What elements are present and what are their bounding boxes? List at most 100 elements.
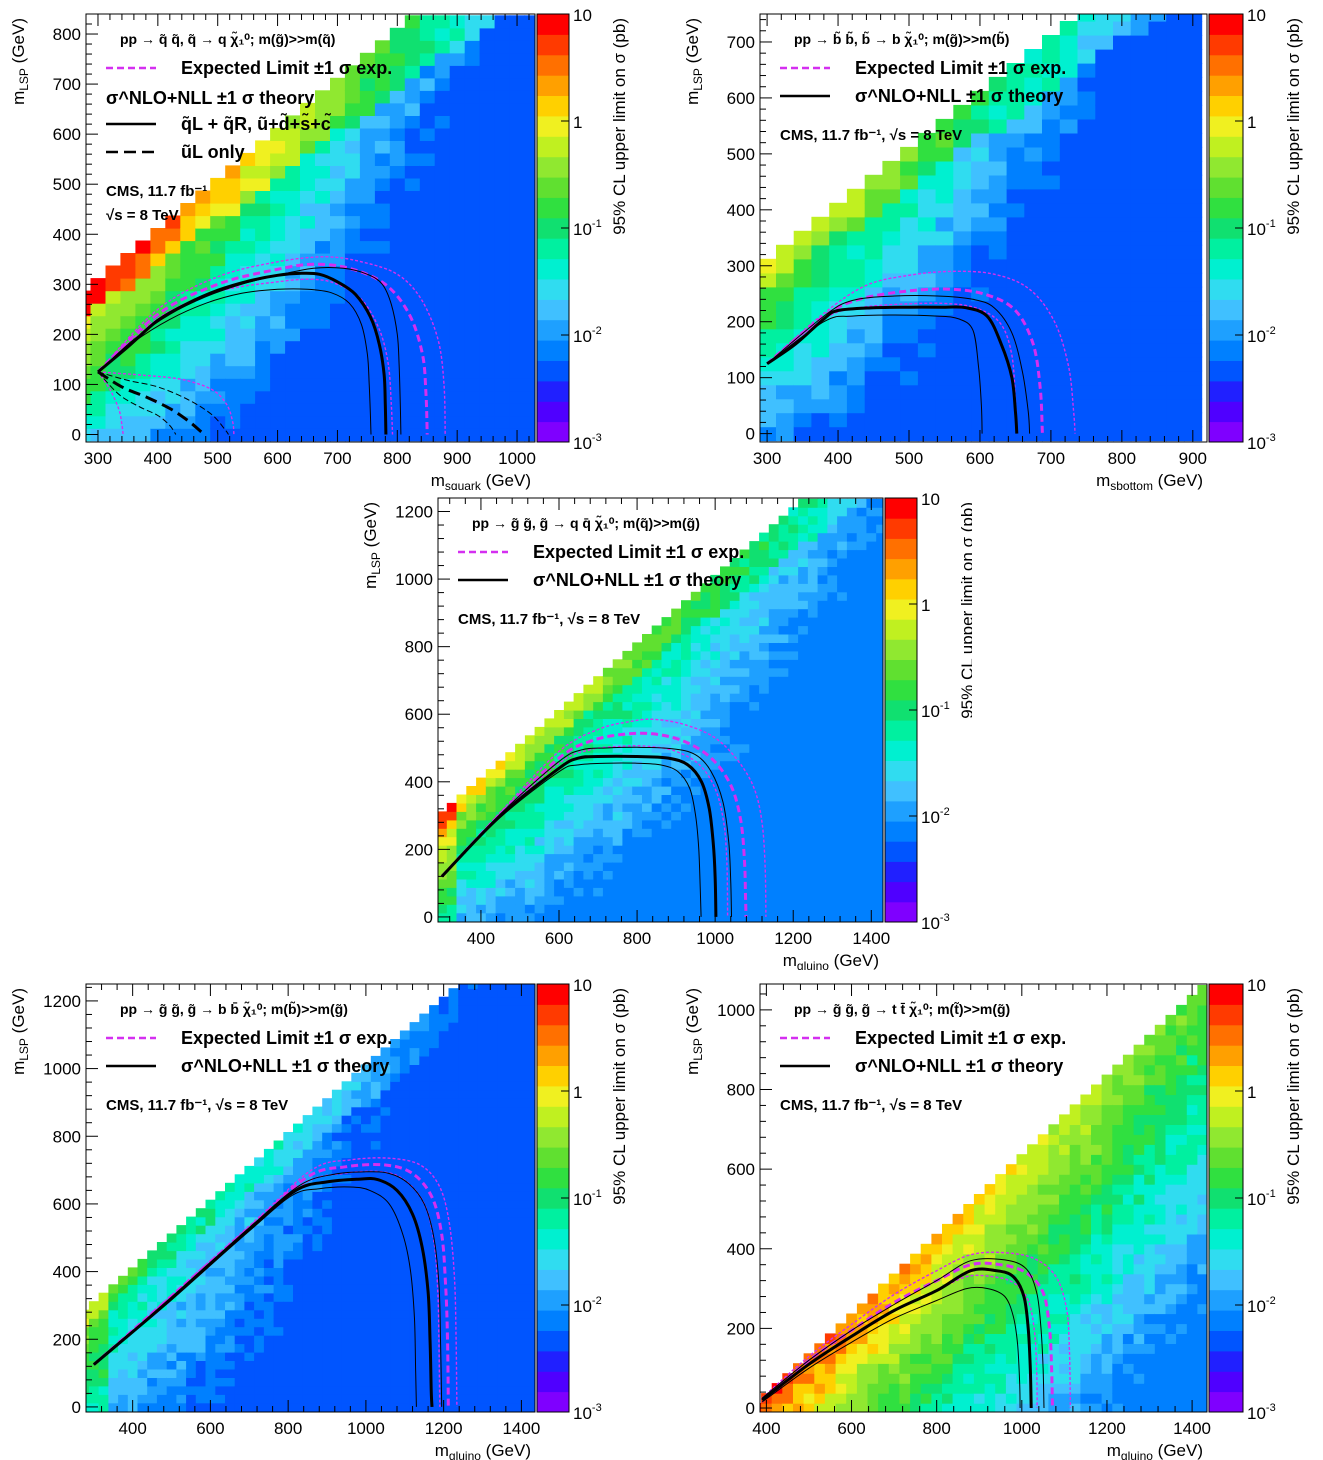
heatmap-cell — [438, 1123, 450, 1133]
heatmap-cell — [864, 188, 883, 204]
heatmap-cell — [300, 228, 316, 242]
color-bar-tick-base: 10 — [573, 327, 592, 346]
heatmap-cell — [876, 828, 883, 838]
heatmap-cell — [312, 1258, 323, 1268]
heatmap-cell — [882, 272, 901, 288]
heatmap-cell — [856, 895, 868, 905]
heatmap-cell — [900, 188, 919, 204]
heatmap-cell — [788, 650, 799, 660]
heatmap-cell — [864, 412, 883, 428]
heatmap-cell — [544, 811, 555, 821]
heatmap-cell — [438, 1081, 450, 1091]
heatmap-cell — [263, 1233, 275, 1243]
heatmap-cell — [390, 1250, 401, 1260]
heatmap-cell — [563, 904, 575, 914]
heatmap-cell — [315, 102, 331, 116]
heatmap-cell — [807, 583, 819, 593]
heatmap-cell — [370, 1394, 382, 1404]
heatmap-cell — [807, 828, 819, 838]
heatmap-cell — [390, 1140, 401, 1150]
heatmap-cell — [419, 1301, 430, 1311]
heatmap-cell — [210, 203, 226, 217]
heatmap-cell — [458, 1360, 469, 1370]
heatmap-cell — [448, 1182, 459, 1192]
heatmap-cell — [1183, 412, 1203, 428]
heatmap-cell — [419, 1368, 430, 1378]
heatmap-cell — [390, 1377, 401, 1387]
y-tick-label: 400 — [405, 773, 433, 792]
heatmap-cell — [554, 811, 565, 821]
heatmap-cell — [361, 1233, 372, 1243]
heatmap-cell — [681, 693, 692, 703]
heatmap-cell — [215, 1385, 226, 1395]
heatmap-cell — [380, 1360, 391, 1370]
heatmap-cell — [876, 642, 883, 652]
heatmap-cell — [509, 177, 526, 191]
heatmap-cell — [554, 853, 565, 863]
heatmap-cell — [370, 1258, 382, 1268]
heatmap-cell — [846, 836, 858, 846]
heatmap-cell — [399, 1047, 411, 1057]
heatmap-cell — [1077, 412, 1096, 428]
heatmap-cell — [322, 1258, 333, 1268]
heatmap-cell — [563, 836, 575, 846]
heatmap-cell — [749, 811, 760, 821]
heatmap-cell — [817, 912, 828, 922]
heatmap-cell — [793, 398, 812, 414]
legend-expected-label: Expected Limit ±1 σ exp. — [181, 58, 392, 78]
heatmap-cell — [448, 1047, 459, 1057]
heatmap-cell — [210, 265, 226, 279]
heatmap-cell — [866, 718, 877, 728]
heatmap-cell — [729, 828, 741, 838]
heatmap-cell — [554, 786, 565, 795]
heatmap-cell — [505, 786, 516, 795]
heatmap-cell — [690, 845, 702, 855]
heatmap-cell — [632, 659, 643, 669]
heatmap-cell — [456, 819, 467, 829]
heatmap-cell — [285, 290, 301, 304]
heatmap-cell — [147, 1402, 158, 1412]
heatmap-cell — [515, 845, 526, 855]
heatmap-cell — [612, 701, 624, 711]
heatmap-cell — [449, 190, 466, 204]
heatmap-cell — [270, 365, 286, 379]
color-bar-segment — [537, 340, 569, 361]
heatmap-cell — [458, 1174, 469, 1184]
heatmap-cell — [846, 828, 858, 838]
heatmap-cell — [807, 684, 819, 694]
heatmap-cell — [449, 365, 466, 379]
heatmap-cell — [464, 15, 481, 29]
heatmap-cell — [900, 356, 919, 372]
heatmap-cell — [389, 177, 406, 191]
heatmap-cell — [759, 710, 770, 719]
heatmap-cell — [563, 819, 575, 829]
heatmap-cell — [505, 752, 516, 762]
heatmap-cell — [583, 718, 594, 728]
heatmap-cell — [661, 650, 672, 660]
heatmap-cell — [882, 216, 901, 232]
heatmap-cell — [798, 684, 809, 694]
heatmap-cell — [293, 1368, 304, 1378]
heatmap-cell — [846, 230, 866, 246]
heatmap-cell — [150, 265, 166, 279]
heatmap-cell — [300, 328, 316, 342]
heatmap-cell — [438, 1326, 450, 1336]
heatmap-cell — [351, 1250, 362, 1260]
heatmap-cell — [205, 1225, 216, 1235]
heatmap-cell — [524, 794, 536, 804]
heatmap-cell — [210, 403, 226, 417]
heatmap-cell — [612, 676, 624, 686]
heatmap-cell — [866, 693, 877, 703]
heatmap-cell — [458, 1402, 469, 1412]
heatmap-cell — [429, 1148, 440, 1158]
heatmap-cell — [234, 1343, 245, 1353]
heatmap-cell — [1130, 35, 1149, 50]
heatmap-cell — [798, 583, 809, 593]
heatmap-cell — [438, 904, 448, 914]
heatmap-cell — [827, 836, 838, 846]
heatmap-cell — [419, 290, 436, 304]
heatmap-cell — [827, 912, 838, 922]
heatmap-cell — [876, 862, 883, 871]
heatmap-cell — [788, 735, 799, 745]
heatmap-cell — [837, 667, 848, 677]
